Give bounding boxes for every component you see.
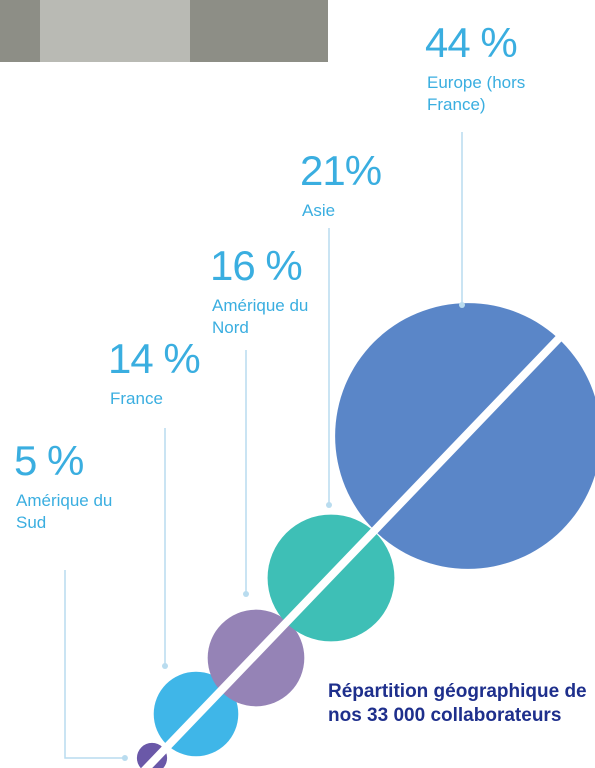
leader-dot [162,663,168,669]
value-label: 14 % [108,338,200,380]
value-label: 5 % [14,440,83,482]
value-label: 21% [300,150,381,192]
leader-dot [326,502,332,508]
leader-dot [243,591,249,597]
value-label: 44 % [425,22,517,64]
chart-title: Répartition géographique de nos 33 000 c… [328,680,595,728]
value-label: 16 % [210,245,302,287]
photo-detail [40,0,190,62]
page: {"chart_data": {"type": "bubble", "title… [0,0,595,768]
leader-line [65,570,125,758]
category-label: France [110,388,200,410]
category-label: Europe (hors France) [427,72,577,116]
category-label: Asie [302,200,392,222]
leader-dot [122,755,128,761]
category-label: Amérique du Sud [16,490,116,534]
category-label: Amérique du Nord [212,295,312,339]
leader-dot [459,302,465,308]
